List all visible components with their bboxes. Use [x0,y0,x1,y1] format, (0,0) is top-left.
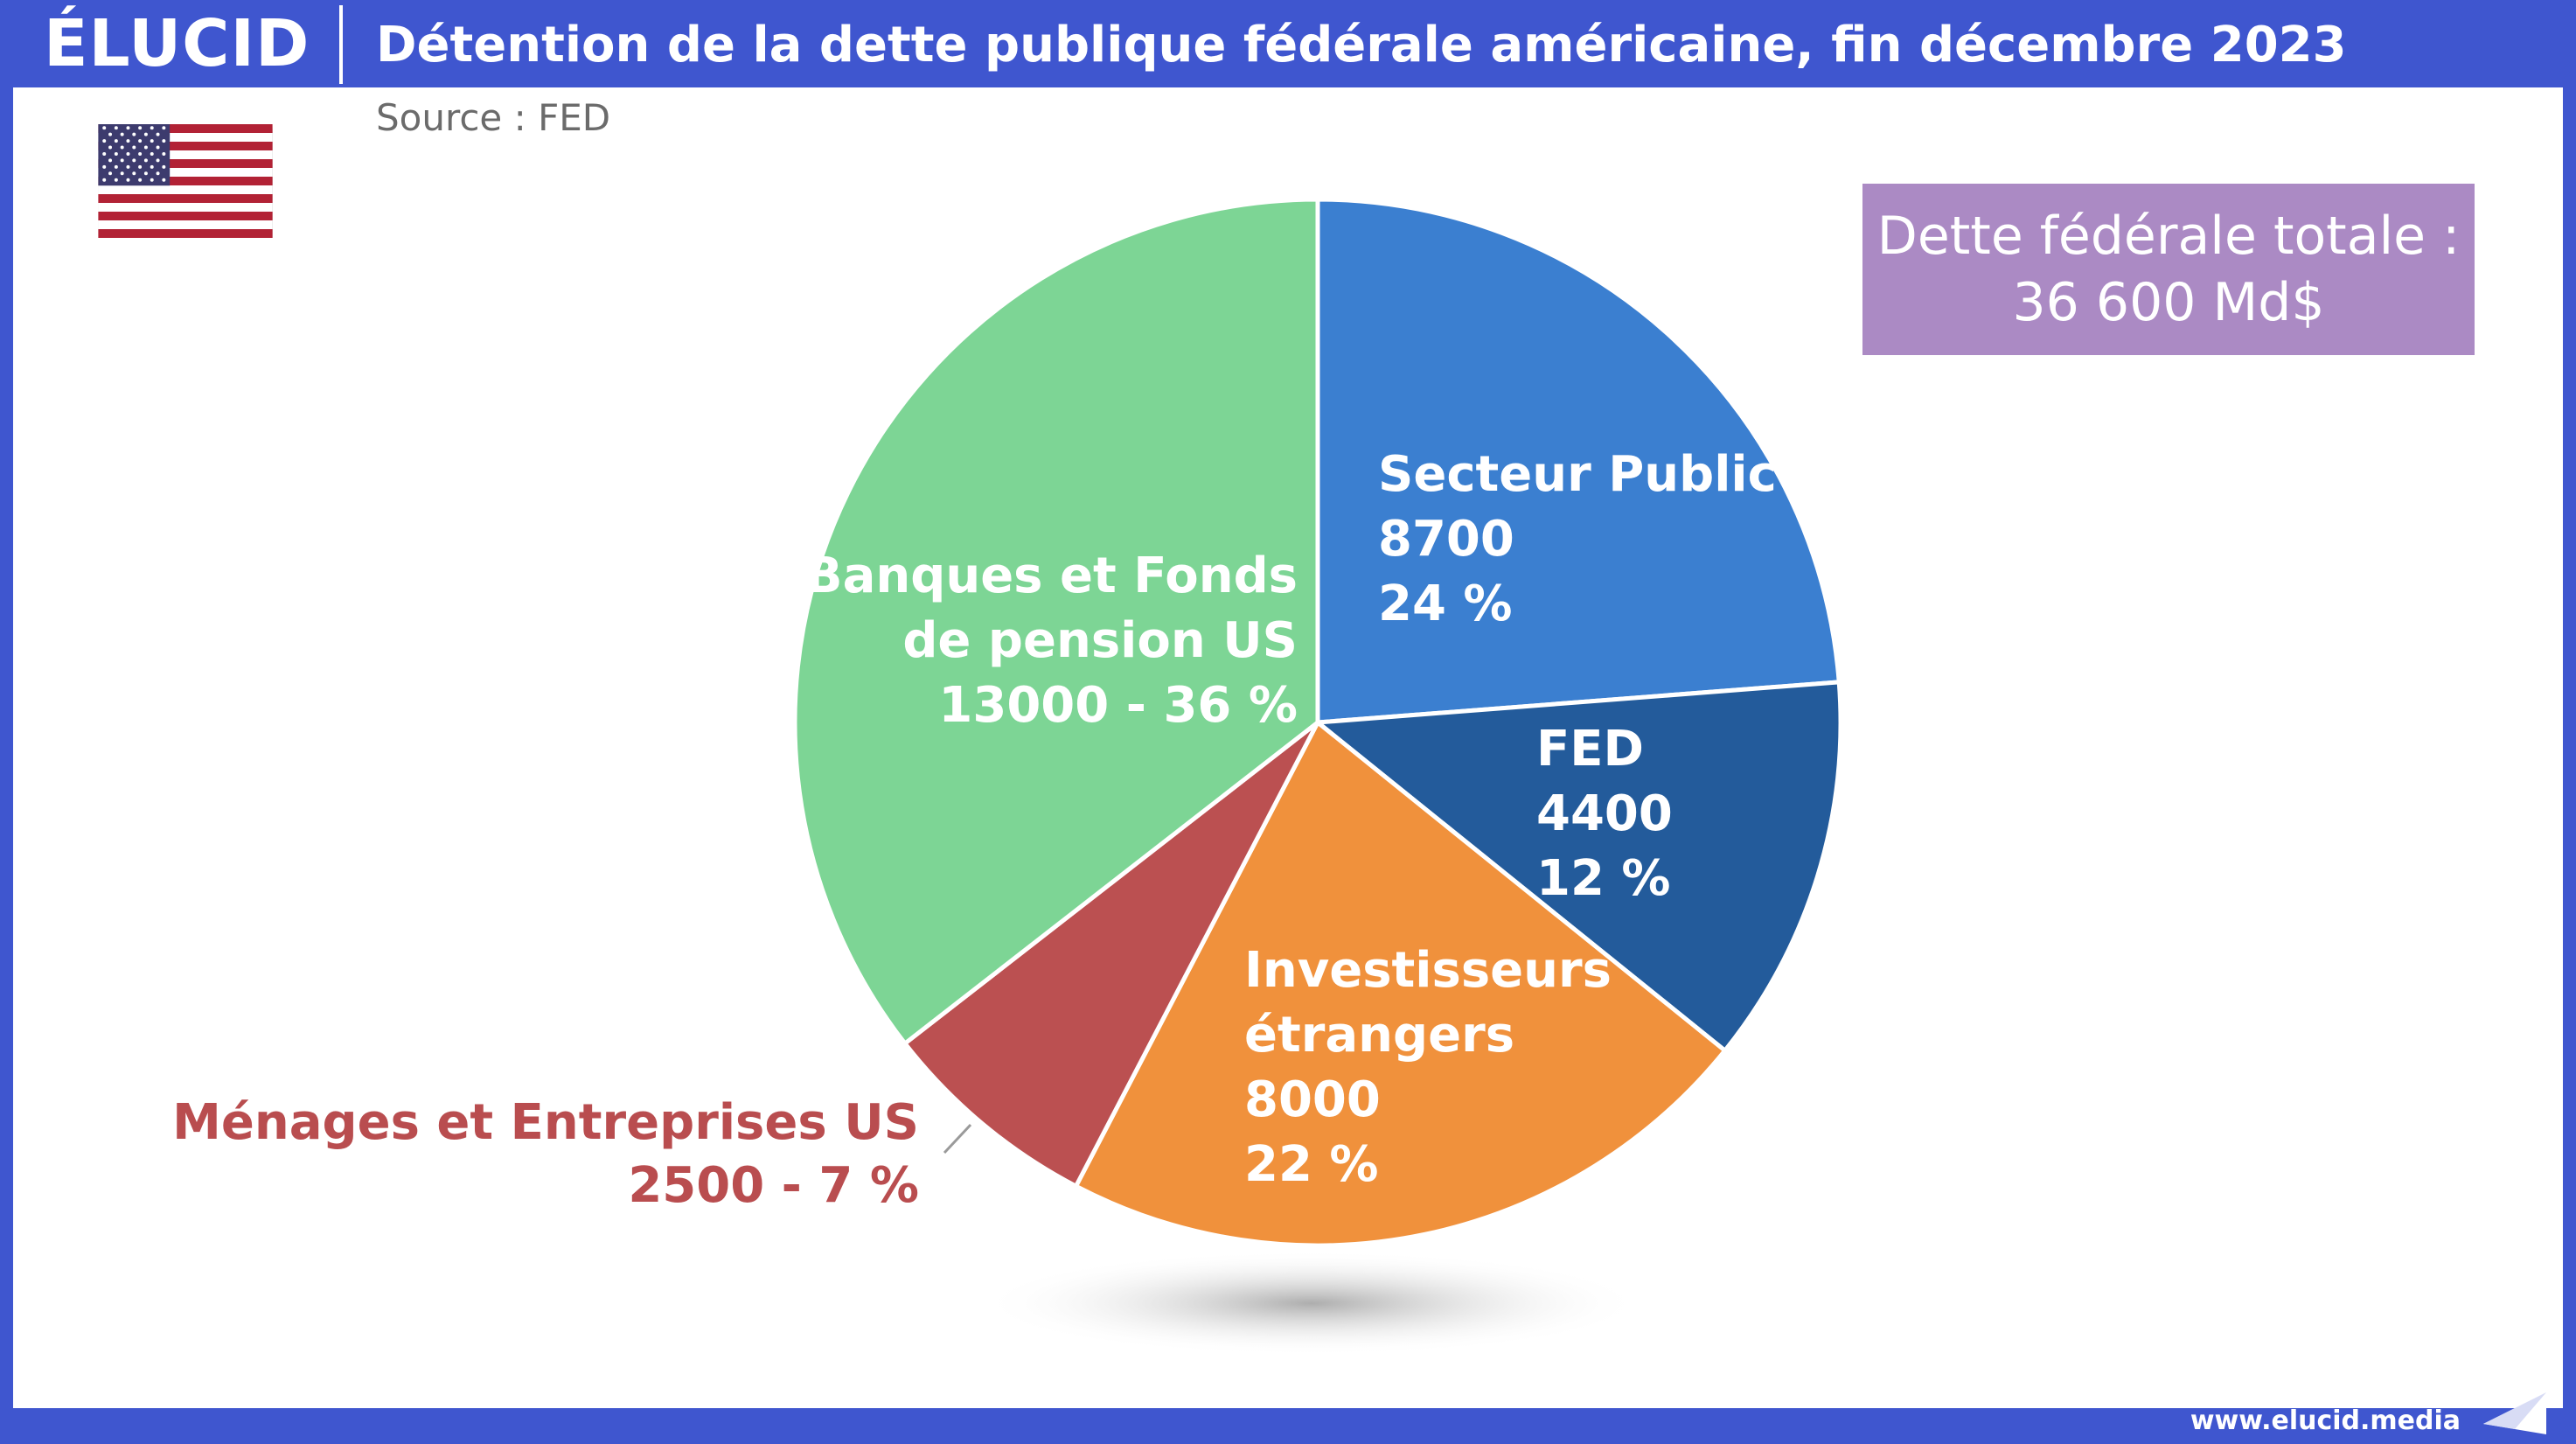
page-title: Détention de la dette publique fédérale … [376,17,2347,73]
slice-banques-fonds [792,197,1320,1046]
header-divider [339,5,343,84]
source-text: Source : FED [376,96,611,139]
site-url[interactable]: www.elucid.media [2190,1406,2461,1436]
menages-leader-line [943,1123,972,1155]
slice-fed [1315,680,1843,1053]
header-bar: ÉLUCID Détention de la dette publique fé… [0,0,2576,87]
elucid-arrow-icon [2483,1392,2546,1434]
elucid-logo: ÉLUCID [44,6,310,81]
total-debt-label: Dette fédérale totale : [1876,206,2461,267]
slice-menages-entreprises [902,720,1320,1189]
label-banques-fonds: Banques et Fonds de pension US 13000 - 3… [804,548,1298,734]
label-investisseurs-etrangers: Investisseurs étrangers 8000 22 % [1244,942,1612,1193]
us-flag-icon [98,124,273,238]
label-secteur-public: Secteur Public 8700 24 % [1378,446,1777,632]
total-debt-box: Dette fédérale totale : 36 600 Md$ [1862,184,2475,355]
total-debt-value: 36 600 Md$ [2012,272,2325,333]
label-fed: FED 4400 12 % [1536,721,1673,907]
pie-shadow [979,1251,1644,1356]
slice-investisseurs-etrangers [1073,720,1728,1248]
slice-secteur-public [1315,197,1841,725]
label-menages-entreprises: Ménages et Entreprises US 2500 - 7 % [172,1094,919,1214]
